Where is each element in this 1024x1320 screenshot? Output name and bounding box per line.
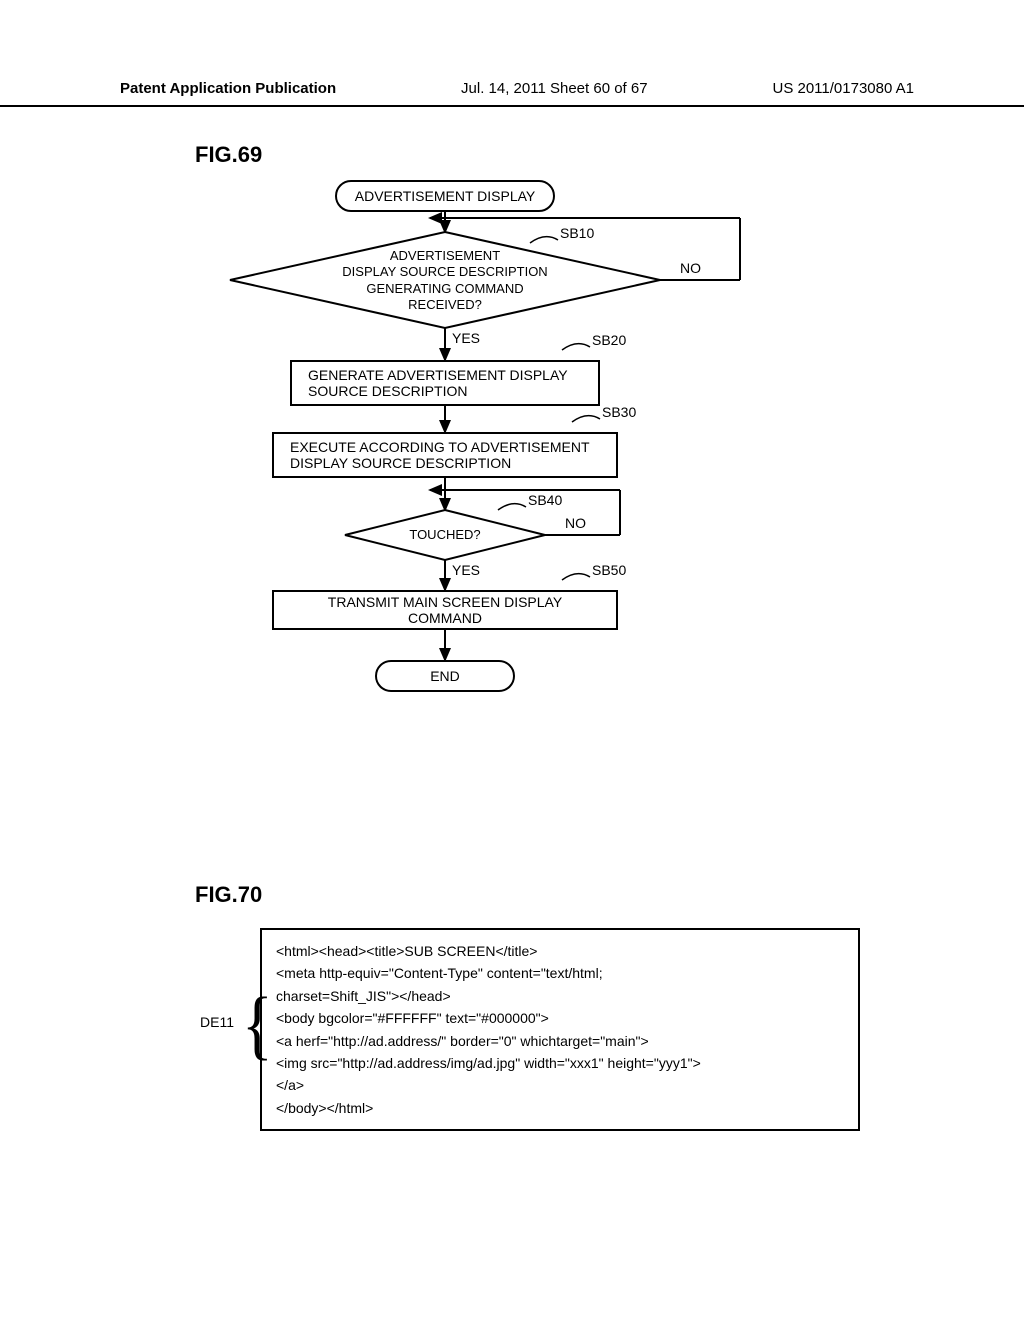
- label-sb20: SB20: [592, 332, 626, 348]
- process-sb20-text: GENERATE ADVERTISEMENT DISPLAY SOURCE DE…: [308, 367, 582, 399]
- fig70-label: FIG.70: [195, 882, 262, 908]
- code-line: charset=Shift_JIS"></head>: [276, 985, 844, 1007]
- code-box: <html><head><title>SUB SCREEN</title> <m…: [260, 928, 860, 1131]
- label-sb10: SB10: [560, 225, 594, 241]
- process-sb50: TRANSMIT MAIN SCREEN DISPLAY COMMAND: [272, 590, 618, 630]
- no-1: NO: [680, 260, 701, 276]
- process-sb20: GENERATE ADVERTISEMENT DISPLAY SOURCE DE…: [290, 360, 600, 406]
- process-sb30-text: EXECUTE ACCORDING TO ADVERTISEMENT DISPL…: [290, 439, 600, 471]
- no-2: NO: [565, 515, 586, 531]
- page-header: Patent Application Publication Jul. 14, …: [0, 80, 1024, 107]
- header-center: Jul. 14, 2011 Sheet 60 of 67: [461, 80, 648, 97]
- terminator-start: ADVERTISEMENT DISPLAY: [335, 180, 555, 212]
- header-left: Patent Application Publication: [120, 80, 336, 97]
- code-line: </a>: [276, 1074, 844, 1096]
- terminator-end-text: END: [430, 668, 460, 684]
- label-sb50: SB50: [592, 562, 626, 578]
- header-right: US 2011/0173080 A1: [772, 80, 914, 97]
- code-line: <meta http-equiv="Content-Type" content=…: [276, 962, 844, 984]
- code-line: <img src="http://ad.address/img/ad.jpg" …: [276, 1052, 844, 1074]
- code-line: <a herf="http://ad.address/" border="0" …: [276, 1030, 844, 1052]
- decision-sb40-text: TOUCHED?: [395, 527, 495, 542]
- label-sb40: SB40: [528, 492, 562, 508]
- label-sb30: SB30: [602, 404, 636, 420]
- code-line: <html><head><title>SUB SCREEN</title>: [276, 940, 844, 962]
- terminator-start-text: ADVERTISEMENT DISPLAY: [355, 188, 536, 204]
- de11-label: DE11: [200, 1014, 234, 1030]
- process-sb30: EXECUTE ACCORDING TO ADVERTISEMENT DISPL…: [272, 432, 618, 478]
- process-sb50-text: TRANSMIT MAIN SCREEN DISPLAY COMMAND: [290, 594, 600, 626]
- decision-sb10-text: ADVERTISEMENTDISPLAY SOURCE DESCRIPTIONG…: [300, 248, 590, 313]
- yes-1: YES: [452, 330, 480, 346]
- terminator-end: END: [375, 660, 515, 692]
- fig69-label: FIG.69: [195, 142, 262, 168]
- code-line: </body></html>: [276, 1097, 844, 1119]
- code-line: <body bgcolor="#FFFFFF" text="#000000">: [276, 1007, 844, 1029]
- yes-2: YES: [452, 562, 480, 578]
